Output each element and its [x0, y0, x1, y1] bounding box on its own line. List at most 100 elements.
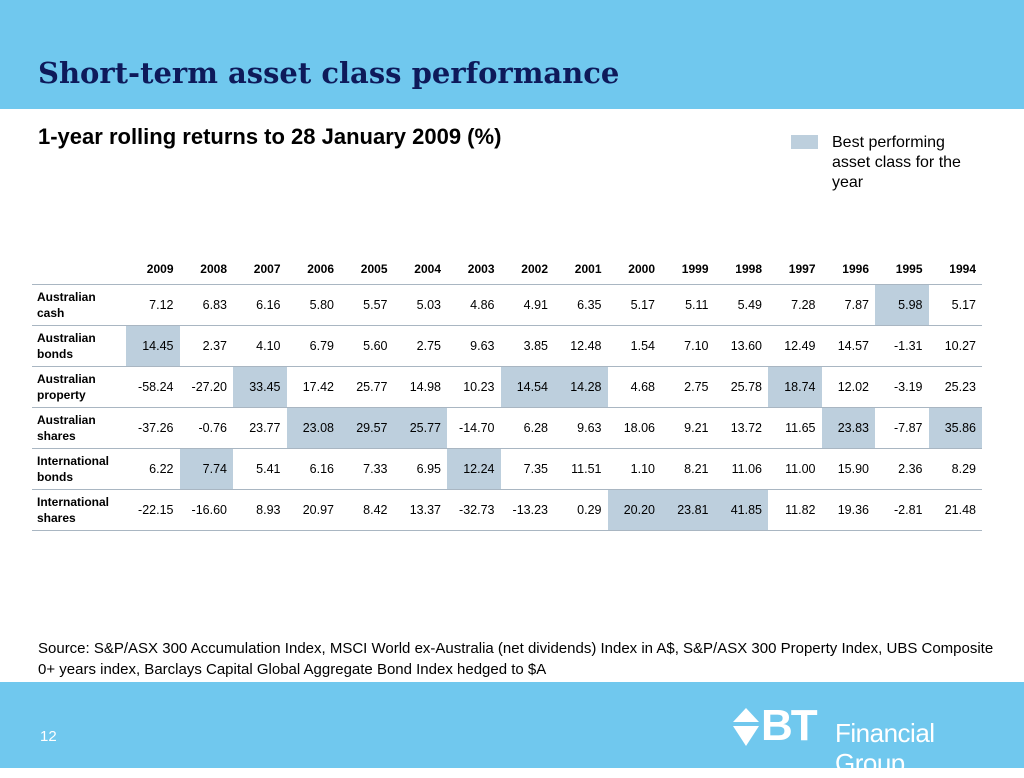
table-row: Australian bonds 14.45 2.37 4.10 6.79 5.60 2.7… — [32, 325, 982, 367]
return-cell: -16.60 — [179, 489, 233, 531]
return-cell: 1.54 — [607, 325, 661, 367]
return-cell-best: 23.08 — [286, 407, 340, 449]
return-cell: 12.02 — [821, 366, 875, 408]
return-cell-best: 12.24 — [447, 448, 501, 490]
slide-title: Short-term asset class performance — [38, 56, 620, 90]
return-cell: -7.87 — [875, 407, 929, 449]
return-cell: 4.68 — [607, 366, 661, 408]
return-cell: 5.49 — [714, 284, 768, 326]
returns-table: 2009 2008 2007 2006 2005 2004 2003 2002 2001 2000… — [32, 254, 982, 531]
return-cell-best: 14.45 — [126, 325, 180, 367]
return-cell-best: 5.98 — [875, 284, 929, 326]
return-cell: 2.75 — [393, 325, 447, 367]
return-cell: 8.21 — [661, 448, 715, 490]
return-cell: 8.29 — [928, 448, 982, 490]
return-cell: -32.73 — [447, 489, 501, 531]
return-cell-best: 33.45 — [233, 366, 287, 408]
return-cell: 6.35 — [554, 284, 608, 326]
table-row: Australian cash 7.12 6.83 6.16 5.80 5.57 5.03 4… — [32, 284, 982, 326]
asset-class-label: Australian cash — [32, 284, 126, 326]
footer-band — [0, 682, 1024, 768]
return-cell-best: 41.85 — [714, 489, 768, 531]
return-cell: 13.60 — [714, 325, 768, 367]
source-note: Source: S&P/ASX 300 Accumulation Index, … — [38, 640, 994, 678]
return-cell: -22.15 — [126, 489, 180, 531]
return-cell: 20.97 — [286, 489, 340, 531]
return-cell: 10.27 — [928, 325, 982, 367]
year-header: 2001 — [554, 254, 608, 285]
year-header: 2006 — [286, 254, 340, 285]
return-cell: 11.06 — [714, 448, 768, 490]
return-cell: 13.37 — [393, 489, 447, 531]
return-cell: 13.72 — [714, 407, 768, 449]
return-cell: 6.83 — [179, 284, 233, 326]
return-cell: 15.90 — [821, 448, 875, 490]
table-corner-cell — [32, 254, 126, 285]
table-row: Australian property -58.24 -27.20 33.45 17.4… — [32, 366, 982, 408]
return-cell: -1.31 — [875, 325, 929, 367]
return-cell: 5.17 — [928, 284, 982, 326]
return-cell: -13.23 — [500, 489, 554, 531]
table-row: International bonds 6.22 7.74 5.41 6.16 7.33 6… — [32, 448, 982, 490]
return-cell: 8.93 — [233, 489, 287, 531]
return-cell: 6.28 — [500, 407, 554, 449]
year-header: 2002 — [500, 254, 554, 285]
return-cell-best: 23.81 — [661, 489, 715, 531]
logo-name: Financial Group — [835, 718, 935, 778]
asset-class-label: Australian shares — [32, 407, 126, 449]
year-header: 1994 — [928, 254, 982, 285]
return-cell: -58.24 — [126, 366, 180, 408]
return-cell: 2.36 — [875, 448, 929, 490]
bt-financial-group-logo: BT Financial Group — [731, 701, 1011, 778]
return-cell-best: 20.20 — [607, 489, 661, 531]
return-cell: 7.28 — [768, 284, 822, 326]
year-header: 1997 — [768, 254, 822, 285]
return-cell: -2.81 — [875, 489, 929, 531]
year-header: 1998 — [714, 254, 768, 285]
return-cell: 10.23 — [447, 366, 501, 408]
return-cell-best: 23.83 — [821, 407, 875, 449]
return-cell: 9.63 — [554, 407, 608, 449]
return-cell: 19.36 — [821, 489, 875, 531]
asset-class-label: Australian bonds — [32, 325, 126, 367]
table-header-row: 2009 2008 2007 2006 2005 2004 2003 2002 2001 2000… — [32, 254, 982, 285]
return-cell: 14.98 — [393, 366, 447, 408]
return-cell: 5.41 — [233, 448, 287, 490]
logo-mark: BT — [761, 701, 818, 750]
return-cell: 5.80 — [286, 284, 340, 326]
return-cell-best: 18.74 — [768, 366, 822, 408]
return-cell-best: 25.77 — [393, 407, 447, 449]
return-cell: 0.29 — [554, 489, 608, 531]
return-cell: 3.85 — [500, 325, 554, 367]
year-header: 2009 — [126, 254, 180, 285]
return-cell: 9.21 — [661, 407, 715, 449]
return-cell: -27.20 — [179, 366, 233, 408]
return-cell: 4.10 — [233, 325, 287, 367]
return-cell: 7.10 — [661, 325, 715, 367]
return-cell-best: 14.28 — [554, 366, 608, 408]
year-header: 1999 — [661, 254, 715, 285]
year-header: 2000 — [607, 254, 661, 285]
page-number: 12 — [40, 728, 57, 745]
return-cell: 5.60 — [340, 325, 394, 367]
return-cell: 5.11 — [661, 284, 715, 326]
return-cell: 9.63 — [447, 325, 501, 367]
year-header: 2008 — [179, 254, 233, 285]
return-cell: 6.16 — [233, 284, 287, 326]
return-cell: 8.42 — [340, 489, 394, 531]
return-cell: -3.19 — [875, 366, 929, 408]
return-cell: 7.12 — [126, 284, 180, 326]
return-cell: 11.82 — [768, 489, 822, 531]
return-cell: -37.26 — [126, 407, 180, 449]
asset-class-label: International shares — [32, 489, 126, 531]
return-cell-best: 14.54 — [500, 366, 554, 408]
year-header: 1996 — [821, 254, 875, 285]
table-row: Australian shares -37.26 -0.76 23.77 23.08 29… — [32, 407, 982, 449]
return-cell: -0.76 — [179, 407, 233, 449]
return-cell: 5.57 — [340, 284, 394, 326]
return-cell-best: 35.86 — [928, 407, 982, 449]
return-cell: 4.86 — [447, 284, 501, 326]
return-cell: 12.48 — [554, 325, 608, 367]
return-cell: 7.87 — [821, 284, 875, 326]
table-body: Australian cash 7.12 6.83 6.16 5.80 5.57 5.03 4… — [32, 284, 982, 531]
